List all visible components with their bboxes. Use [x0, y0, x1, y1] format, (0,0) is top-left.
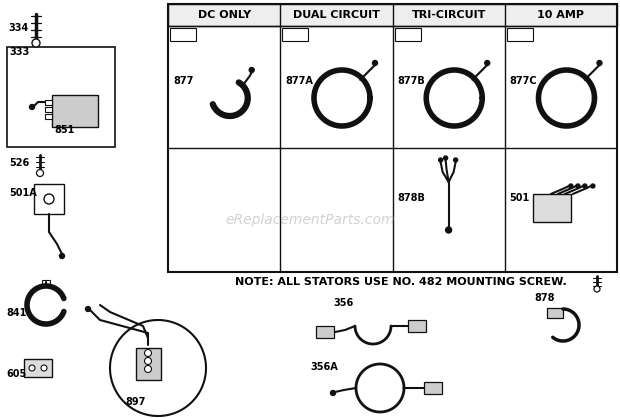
Text: 878: 878: [534, 293, 554, 303]
Text: 474B: 474B: [394, 30, 420, 39]
Text: 10 AMP: 10 AMP: [538, 10, 585, 20]
Bar: [170, 28, 196, 41]
Text: 878B: 878B: [397, 193, 425, 203]
Circle shape: [438, 158, 443, 162]
Bar: [507, 28, 533, 41]
Bar: [282, 28, 308, 41]
Text: 897: 897: [125, 397, 145, 407]
Bar: [168, 4, 617, 272]
Bar: [136, 348, 161, 380]
Bar: [45, 100, 52, 105]
Text: 877A: 877A: [285, 76, 313, 86]
Circle shape: [594, 286, 600, 292]
Bar: [316, 326, 334, 338]
Text: 334: 334: [8, 23, 29, 33]
Circle shape: [144, 357, 151, 364]
Bar: [7, 47, 115, 147]
Circle shape: [30, 104, 35, 110]
Circle shape: [446, 227, 451, 233]
Text: 474A: 474A: [282, 30, 308, 39]
Bar: [408, 320, 426, 332]
Bar: [168, 4, 617, 26]
Circle shape: [60, 253, 64, 258]
Circle shape: [249, 67, 254, 72]
Text: 605: 605: [6, 369, 26, 379]
Text: TRI-CIRCUIT: TRI-CIRCUIT: [412, 10, 486, 20]
Circle shape: [485, 61, 490, 66]
Bar: [34, 184, 64, 214]
Circle shape: [37, 170, 43, 176]
Text: 356A: 356A: [310, 362, 338, 372]
Bar: [424, 382, 442, 394]
Circle shape: [86, 306, 91, 311]
Bar: [24, 359, 52, 377]
Bar: [394, 28, 420, 41]
Circle shape: [41, 365, 47, 371]
Circle shape: [576, 184, 580, 188]
Circle shape: [32, 39, 40, 47]
Text: 474C: 474C: [507, 30, 533, 39]
Text: 877: 877: [173, 76, 193, 86]
Bar: [52, 95, 98, 127]
Text: 526: 526: [9, 158, 29, 168]
Circle shape: [144, 349, 151, 357]
Circle shape: [569, 184, 573, 188]
Text: 501A: 501A: [9, 188, 37, 198]
Circle shape: [583, 184, 587, 188]
Text: NOTE: ALL STATORS USE NO. 482 MOUNTING SCREW.: NOTE: ALL STATORS USE NO. 482 MOUNTING S…: [235, 277, 567, 287]
Text: 877C: 877C: [510, 76, 538, 86]
Bar: [45, 107, 52, 112]
Text: 841: 841: [6, 308, 27, 318]
Text: DUAL CIRCUIT: DUAL CIRCUIT: [293, 10, 380, 20]
Circle shape: [144, 365, 151, 372]
Circle shape: [444, 156, 448, 160]
Bar: [533, 194, 571, 222]
Bar: [42, 280, 50, 286]
Text: eReplacementParts.com: eReplacementParts.com: [225, 213, 395, 227]
Circle shape: [44, 194, 54, 204]
Circle shape: [373, 61, 378, 66]
Text: 851: 851: [54, 125, 74, 135]
Text: 877B: 877B: [397, 76, 425, 86]
Bar: [45, 114, 52, 119]
Circle shape: [330, 390, 335, 395]
Text: 333: 333: [9, 47, 29, 57]
Text: 474: 474: [174, 30, 193, 39]
Circle shape: [597, 61, 602, 66]
Circle shape: [591, 184, 595, 188]
Circle shape: [454, 158, 458, 162]
Bar: [547, 308, 563, 318]
Text: 356: 356: [333, 298, 353, 308]
Text: DC ONLY: DC ONLY: [198, 10, 250, 20]
Text: 501: 501: [510, 193, 530, 203]
Circle shape: [29, 365, 35, 371]
